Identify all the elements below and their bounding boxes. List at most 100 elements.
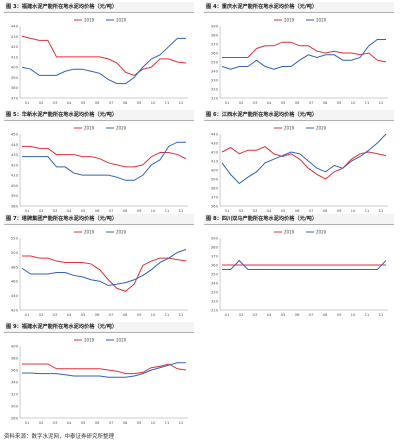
x-tick-label: 11 — [365, 208, 370, 213]
x-tick-label: 07 — [109, 420, 114, 425]
y-tick-label: 380 — [11, 85, 19, 90]
x-tick-label: 04 — [267, 100, 272, 105]
x-tick-label: 04 — [67, 208, 72, 213]
y-tick-label: 380 — [211, 245, 219, 250]
y-tick-label: 370 — [11, 96, 19, 101]
y-tick-label: 420 — [211, 150, 219, 155]
x-tick-label: 08 — [323, 208, 328, 213]
x-tick-label: 01 — [225, 312, 230, 317]
chart-title: 图 6：江西水泥产能所在地水泥均价格（元/吨） — [204, 110, 394, 121]
x-tick-label: 05 — [281, 100, 286, 105]
y-tick-label: 420 — [11, 44, 19, 49]
x-tick-label: 03 — [253, 208, 258, 213]
x-tick-label: 08 — [123, 312, 128, 317]
x-tick-label: 03 — [53, 420, 58, 425]
y-tick-label: 350 — [211, 60, 219, 65]
line-chart: 390 380 370 360 350 340 330 320 310 01 02 03 04 05 06 0… — [211, 230, 388, 317]
chart-title: 图 9：福建水泥产能所在地水泥均价格（元/吨） — [4, 322, 194, 333]
x-tick-label: 07 — [309, 208, 314, 213]
y-tick-label: 350 — [211, 272, 219, 277]
legend-label: 2019 — [84, 230, 95, 235]
legend-label: 2020 — [116, 126, 127, 131]
legend-label: 2019 — [84, 18, 95, 23]
y-tick-label: 360 — [211, 263, 219, 268]
y-tick-label: 390 — [11, 193, 19, 198]
legend-label: 2020 — [116, 338, 127, 343]
line-chart: 520 500 480 460 440 420 01 02 03 04 05 06 07 08 09 10 11… — [11, 230, 188, 317]
y-tick-label: 400 — [11, 65, 19, 70]
series-line — [21, 37, 186, 85]
x-tick-label: 09 — [337, 312, 342, 317]
y-tick-label: 380 — [11, 356, 19, 361]
y-tick-label: 330 — [211, 290, 219, 295]
chart-panel-6: 图 8：四川双马产能所在地水泥均价格（元/吨） 390 380 370 360 350 3… — [204, 214, 394, 322]
y-tick-label: 450 — [11, 132, 19, 137]
series-line — [21, 35, 187, 76]
x-tick-label: 01 — [25, 100, 30, 105]
x-tick-label: 09 — [137, 312, 142, 317]
x-tick-label: 04 — [267, 208, 272, 213]
x-tick-label: 06 — [295, 100, 300, 105]
y-tick-label: 310 — [211, 308, 219, 313]
x-tick-label: 03 — [53, 208, 58, 213]
x-tick-label: 10 — [151, 312, 156, 317]
x-tick-label: 07 — [109, 208, 114, 213]
y-tick-label: 520 — [11, 236, 19, 241]
chart-title: 图 7：塔牌集团产能所在地水泥均价格（元/吨） — [4, 214, 194, 225]
chart-panel-7: 图 9：福建水泥产能所在地水泥均价格（元/吨） 400 380 360 340 320 3… — [4, 322, 194, 430]
series-line — [22, 363, 187, 375]
x-tick-label: 06 — [95, 420, 100, 425]
x-tick-label: 06 — [95, 312, 100, 317]
legend-label: 2020 — [316, 126, 327, 131]
x-tick-label: 01 — [25, 420, 30, 425]
x-tick-label: 04 — [267, 312, 272, 317]
y-tick-label: 390 — [211, 177, 219, 182]
x-tick-label: 01 — [25, 312, 30, 317]
x-tick-label: 03 — [53, 100, 58, 105]
y-tick-label: 410 — [11, 173, 19, 178]
chart-area: 450 440 430 420 410 400 390 380 01 02 03 04 05 06 07 08… — [4, 122, 194, 218]
x-tick-label: 05 — [281, 208, 286, 213]
x-tick-label: 04 — [67, 100, 72, 105]
x-tick-label: 11 — [365, 100, 370, 105]
y-tick-label: 320 — [211, 87, 219, 92]
x-tick-label: 10 — [151, 100, 156, 105]
x-tick-label: 08 — [123, 208, 128, 213]
chart-title: 图 4：重庆水泥产能所在地水泥均价格（元/吨） — [204, 2, 394, 13]
x-tick-label: 08 — [323, 312, 328, 317]
chart-area: 440 430 420 410 400 390 380 370 01 02 03 04 05 06 07 08… — [4, 14, 194, 110]
x-tick-label: 05 — [281, 312, 286, 317]
x-tick-label: 06 — [295, 208, 300, 213]
x-tick-label: 09 — [137, 420, 142, 425]
y-tick-label: 420 — [11, 308, 19, 313]
series-line — [21, 249, 187, 287]
legend-label: 2019 — [84, 126, 95, 131]
y-tick-label: 360 — [211, 204, 219, 209]
legend-label: 2020 — [116, 230, 127, 235]
x-tick-label: 12 — [179, 420, 184, 425]
chart-area: 390 380 370 360 350 340 330 320 310 01 02 03 04 05 06 0… — [204, 226, 394, 322]
chart-panel-3: 图 5：华新水泥产能所在地水泥均价格（元/吨） 450 440 430 420 410 4… — [4, 110, 194, 218]
x-tick-label: 06 — [95, 100, 100, 105]
chart-panel-4: 图 6：江西水泥产能所在地水泥均价格（元/吨） 440 430 420 410 400 3… — [204, 110, 394, 218]
series-line — [222, 41, 387, 63]
x-tick-label: 04 — [67, 420, 72, 425]
x-tick-label: 07 — [309, 100, 314, 105]
x-tick-label: 07 — [109, 312, 114, 317]
y-tick-label: 300 — [11, 404, 19, 409]
y-tick-label: 390 — [211, 236, 219, 241]
y-tick-label: 410 — [211, 159, 219, 164]
y-tick-label: 460 — [11, 279, 19, 284]
x-tick-label: 07 — [109, 100, 114, 105]
x-tick-label: 10 — [351, 208, 356, 213]
y-tick-label: 340 — [11, 380, 19, 385]
x-tick-label: 11 — [165, 208, 170, 213]
legend-label: 2019 — [284, 230, 295, 235]
series-line — [222, 259, 387, 270]
x-tick-label: 09 — [337, 100, 342, 105]
chart-area: 400 380 360 340 320 300 280 01 02 03 04 05 06 07 08 09 1… — [4, 334, 194, 430]
chart-area: 520 500 480 460 440 420 01 02 03 04 05 06 07 08 09 10 11… — [4, 226, 194, 322]
series-line — [22, 362, 186, 378]
line-chart: 450 440 430 420 410 400 390 380 01 02 03 04 05 06 07 08… — [11, 126, 188, 213]
x-tick-label: 12 — [379, 312, 384, 317]
